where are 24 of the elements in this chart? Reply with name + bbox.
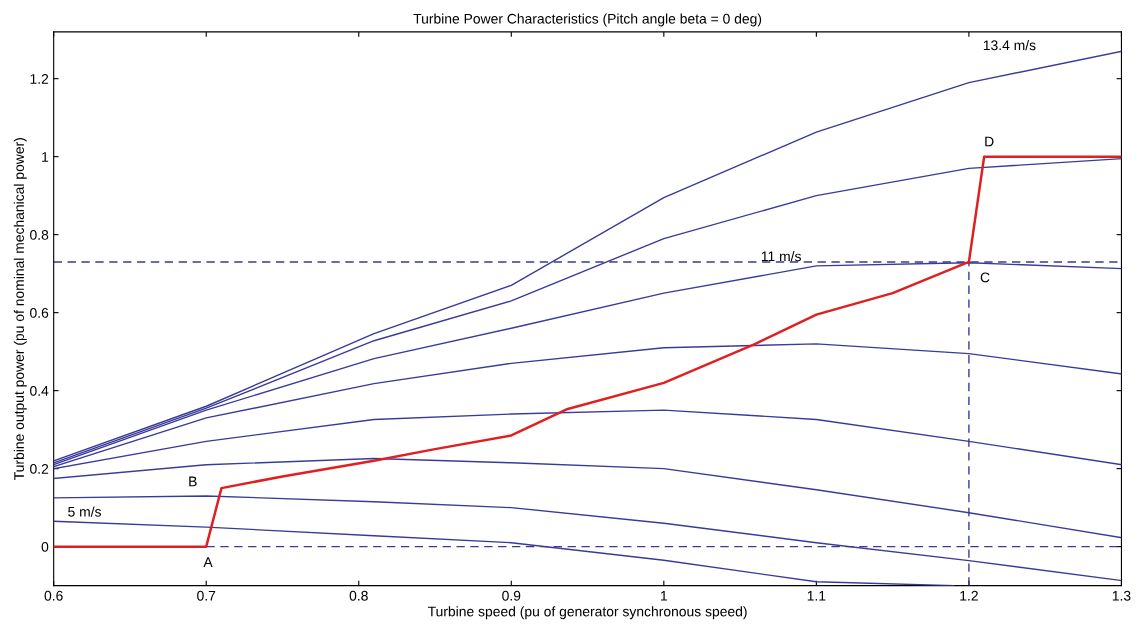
x-tick-label: 1.1 <box>807 591 826 601</box>
y-tick-label: 0.6 <box>30 307 49 318</box>
annotation: C <box>980 272 990 283</box>
y-tick-label: 1 <box>42 152 49 162</box>
annotation: 13.4 m/s <box>983 39 1036 51</box>
x-tick-label: 1.2 <box>960 590 978 601</box>
annotation: A <box>203 557 213 567</box>
chart-title: Turbine Power Characteristics (Pitch angle beta = 0 deg) <box>413 13 762 27</box>
y-tick-label: 0.8 <box>30 229 49 240</box>
x-tick-label: 0.7 <box>197 590 216 601</box>
y-tick-label: 0.4 <box>30 385 49 396</box>
y-axis-title: Turbine output power (pu of nominal mechanical power) <box>13 138 27 480</box>
y-tick-label: 0 <box>41 541 49 552</box>
x-tick-label: 1 <box>661 591 668 601</box>
x-axis-title: Turbine speed (pu of generator synchronous speed) <box>427 606 747 620</box>
annotation: D <box>985 136 994 147</box>
x-tick-label: 0.8 <box>349 590 368 601</box>
y-tick-label: 0.2 <box>30 463 49 474</box>
annotation: 5 m/s <box>68 506 102 517</box>
x-tick-label: 1.3 <box>1112 590 1131 601</box>
annotation: B <box>189 476 197 487</box>
y-tick-label: 1.2 <box>30 74 49 84</box>
annotation: 11 m/s <box>761 251 801 262</box>
x-tick-label: 0.9 <box>502 590 521 601</box>
